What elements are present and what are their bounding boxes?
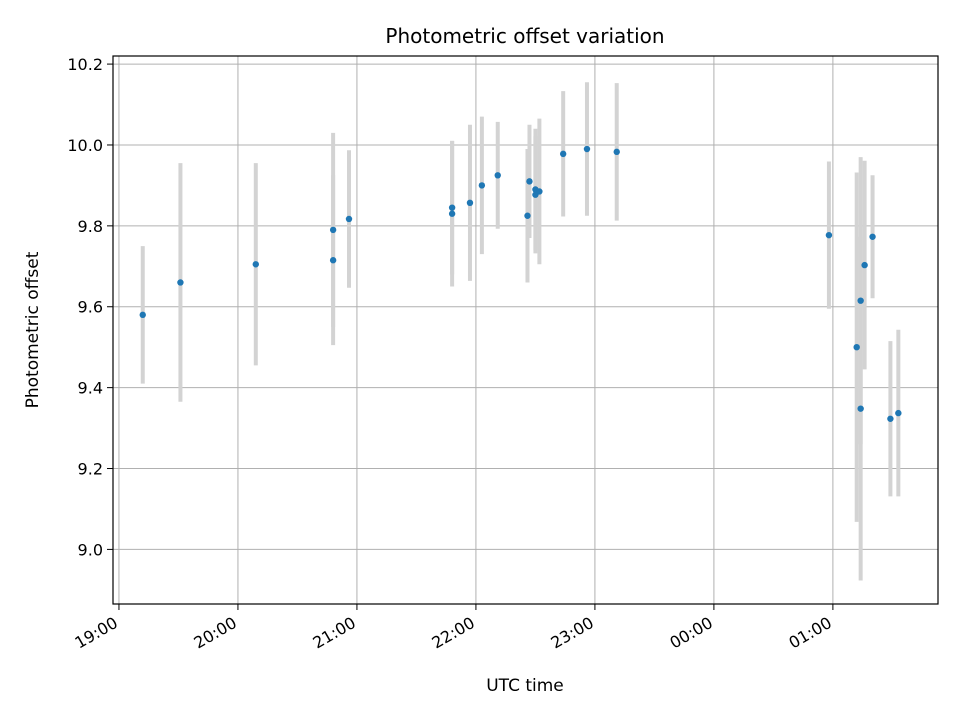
- data-point: [329, 226, 337, 234]
- plot-frame: [112, 55, 939, 605]
- data-point: [857, 405, 864, 412]
- data-point: [583, 145, 591, 153]
- data-points: [139, 145, 902, 422]
- y-tick-label: 9.0: [78, 540, 103, 559]
- data-point: [861, 261, 868, 269]
- y-tick-label: 10.0: [67, 136, 103, 155]
- y-tick-label: 9.4: [78, 379, 103, 398]
- data-point: [853, 343, 860, 351]
- y-tick-label: 9.2: [78, 460, 103, 479]
- data-point: [887, 415, 894, 422]
- data-point: [448, 204, 456, 211]
- y-axis-ticks: 9.0 9.2 9.4 9.6 9.8 10.0 10.2: [67, 55, 113, 559]
- grid-lines: [113, 56, 938, 604]
- data-point: [139, 311, 146, 319]
- data-point: [466, 199, 474, 207]
- data-point: [345, 215, 353, 223]
- data-point: [857, 297, 864, 304]
- data-point: [536, 188, 543, 195]
- data-point: [524, 212, 531, 219]
- x-axis-label: UTC time: [486, 676, 564, 696]
- data-point: [252, 261, 259, 268]
- data-point: [869, 233, 876, 240]
- data-point: [526, 178, 533, 185]
- y-tick-label: 10.2: [67, 55, 103, 74]
- data-point: [613, 148, 620, 156]
- data-point: [478, 182, 486, 189]
- data-point: [895, 409, 902, 417]
- y-tick-label: 9.6: [78, 298, 103, 317]
- data-point: [177, 279, 184, 286]
- data-point: [448, 210, 456, 217]
- data-point: [559, 150, 567, 158]
- data-point: [825, 231, 833, 239]
- data-point: [494, 172, 501, 179]
- y-tick-label: 9.8: [78, 217, 103, 236]
- data-point: [329, 257, 337, 264]
- y-axis-label: Photometric offset: [23, 251, 43, 408]
- chart-title: Photometric offset variation: [385, 24, 664, 48]
